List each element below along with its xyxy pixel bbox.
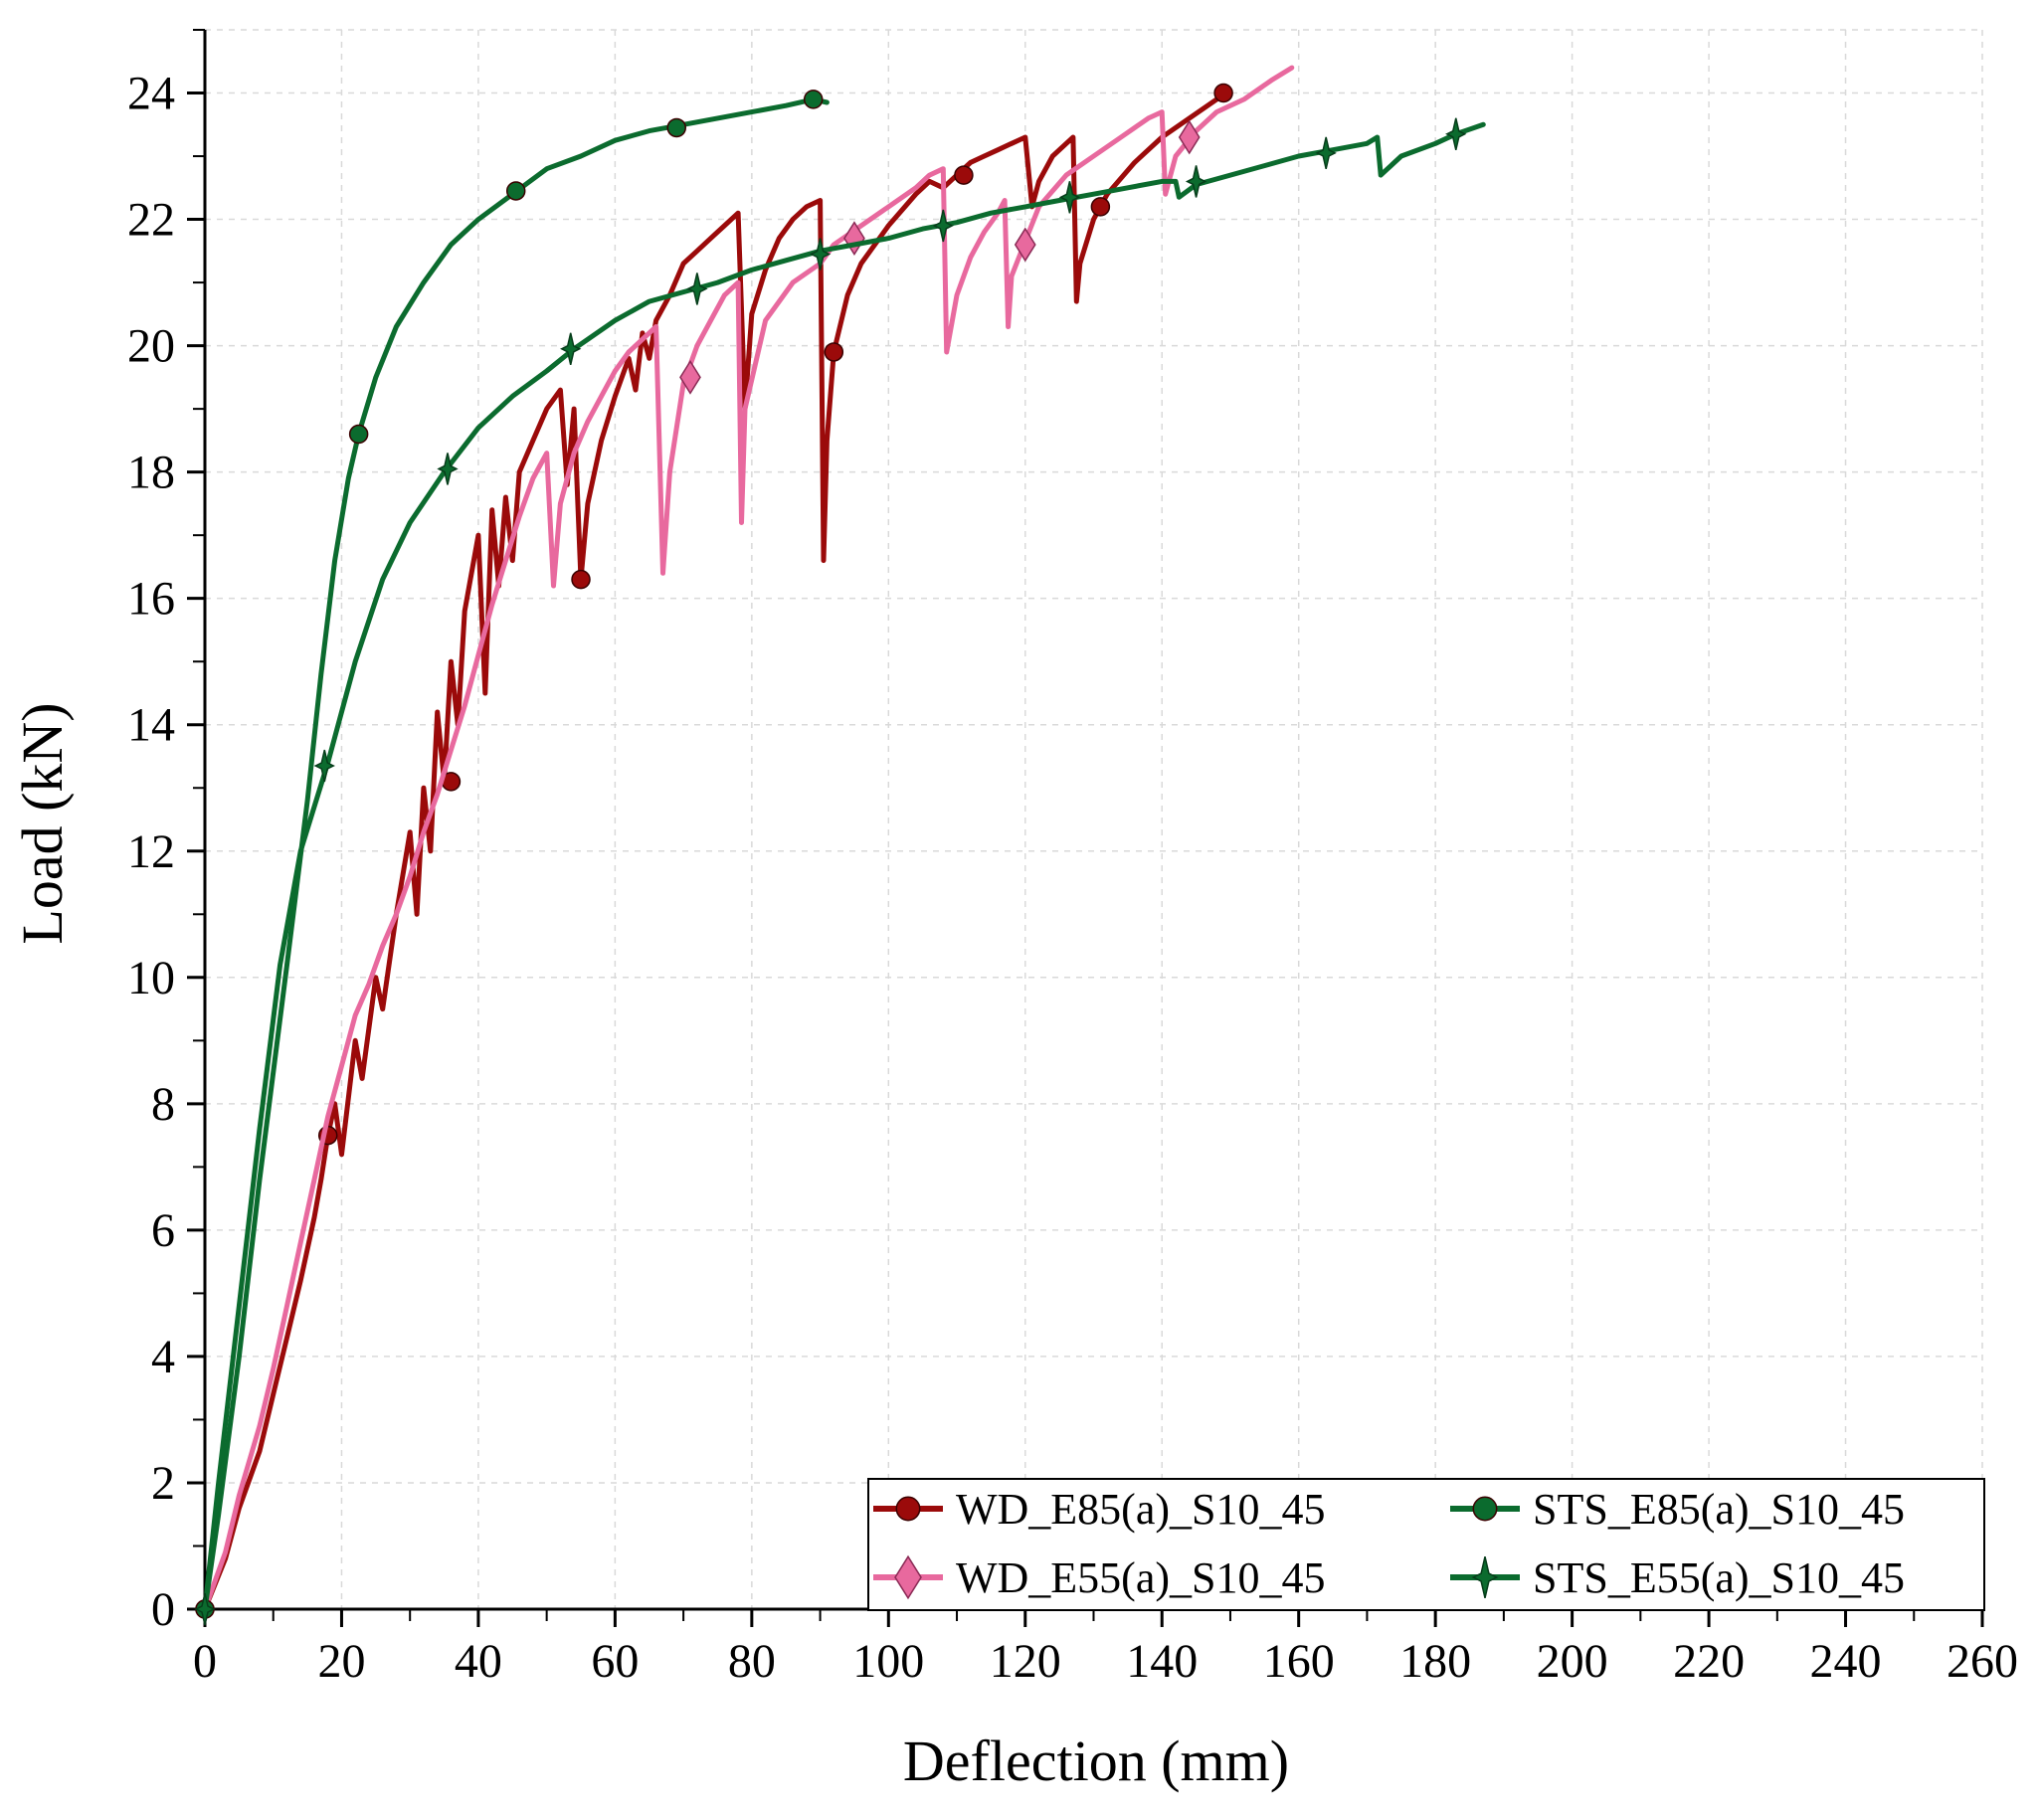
circle-marker bbox=[1213, 83, 1233, 103]
y-tick-label: 4 bbox=[151, 1331, 175, 1383]
circle-marker bbox=[954, 165, 974, 185]
axis-labels: Deflection (mm) Load (kN) bbox=[10, 702, 1289, 1793]
x-tick-label: 0 bbox=[193, 1635, 217, 1688]
x-tick-label: 20 bbox=[317, 1635, 365, 1688]
y-tick-label: 6 bbox=[151, 1204, 175, 1257]
x-tick-label: 80 bbox=[728, 1635, 776, 1688]
circle-marker bbox=[803, 90, 824, 109]
star-marker bbox=[1315, 136, 1337, 170]
series-line bbox=[202, 121, 1486, 1612]
legend: WD_E85(a)_S10_45 WD_E55(a)_S10_45 STS_E85(… bbox=[867, 1478, 1985, 1611]
star-marker bbox=[1445, 117, 1467, 150]
y-tick-label: 10 bbox=[127, 952, 175, 1004]
x-tick-label: 40 bbox=[455, 1635, 502, 1688]
star-marker bbox=[932, 209, 954, 243]
x-tick-label: 260 bbox=[1946, 1635, 2018, 1688]
x-tick-label: 160 bbox=[1263, 1635, 1335, 1688]
x-tick-label: 120 bbox=[990, 1635, 1061, 1688]
legend-box bbox=[867, 1478, 1985, 1611]
x-tick-label: 240 bbox=[1810, 1635, 1882, 1688]
y-tick-label: 2 bbox=[151, 1457, 175, 1510]
x-tick-label: 200 bbox=[1537, 1635, 1608, 1688]
y-tick-label: 22 bbox=[127, 194, 175, 247]
circle-marker bbox=[824, 342, 844, 362]
legend-entry-0: WD_E85(a)_S10_45 bbox=[873, 1485, 1326, 1534]
legend-label: STS_E55(a)_S10_45 bbox=[1533, 1553, 1905, 1602]
y-tick-label: 18 bbox=[127, 447, 175, 499]
y-tick-label: 0 bbox=[151, 1583, 175, 1636]
y-tick-label: 16 bbox=[127, 573, 175, 626]
x-tick-label: 100 bbox=[852, 1635, 924, 1688]
x-tick-label: 180 bbox=[1399, 1635, 1471, 1688]
series-group bbox=[194, 65, 1486, 1626]
circle-marker bbox=[348, 424, 369, 445]
star-marker bbox=[437, 453, 459, 485]
y-tick-label: 12 bbox=[127, 825, 175, 878]
series-line bbox=[202, 91, 1233, 1612]
y-tick-label: 20 bbox=[127, 320, 175, 373]
y-tick-label: 14 bbox=[127, 699, 175, 752]
diamond-marker bbox=[1014, 227, 1036, 263]
circle-marker bbox=[505, 181, 526, 201]
diamond-marker bbox=[1178, 119, 1201, 155]
star-marker bbox=[313, 749, 335, 783]
axes: 0 20 40 60 80 100 120 140 160 180 200 220 240 2600246… bbox=[127, 29, 2018, 1688]
star-marker bbox=[560, 332, 582, 365]
star-marker bbox=[809, 238, 832, 271]
circle-marker bbox=[666, 117, 686, 138]
x-tick-label: 60 bbox=[591, 1635, 639, 1688]
legend-label: WD_E85(a)_S10_45 bbox=[956, 1485, 1326, 1534]
y-tick-label: 8 bbox=[151, 1078, 175, 1131]
series-1 bbox=[202, 65, 1295, 1612]
legend-entry-2: STS_E85(a)_S10_45 bbox=[1450, 1485, 1905, 1534]
circle-marker bbox=[1090, 197, 1111, 217]
grid bbox=[205, 29, 1983, 1609]
series-line bbox=[202, 96, 830, 1612]
legend-label: STS_E85(a)_S10_45 bbox=[1533, 1485, 1905, 1534]
circle-marker bbox=[895, 1496, 921, 1522]
series-line bbox=[202, 65, 1295, 1612]
x-tick-label: 140 bbox=[1126, 1635, 1198, 1688]
star-marker bbox=[1058, 181, 1081, 214]
series-3 bbox=[194, 117, 1486, 1626]
legend-label: WD_E55(a)_S10_45 bbox=[956, 1553, 1326, 1602]
legend-entry-1: WD_E55(a)_S10_45 bbox=[873, 1553, 1326, 1602]
diamond-marker bbox=[679, 359, 701, 395]
circle-marker bbox=[1472, 1496, 1498, 1522]
x-tick-label: 220 bbox=[1673, 1635, 1745, 1688]
x-axis-title: Deflection (mm) bbox=[903, 1729, 1289, 1793]
y-axis-title: Load (kN) bbox=[10, 702, 75, 944]
star-marker bbox=[194, 1592, 216, 1626]
star-marker bbox=[686, 273, 708, 305]
star-marker bbox=[1185, 165, 1207, 198]
series-0 bbox=[195, 83, 1233, 1619]
circle-marker bbox=[571, 569, 591, 590]
series-2 bbox=[195, 90, 830, 1619]
diamond-marker bbox=[894, 1554, 922, 1600]
star-marker bbox=[1471, 1556, 1499, 1598]
y-tick-label: 24 bbox=[127, 68, 175, 120]
legend-entry-3: STS_E55(a)_S10_45 bbox=[1450, 1553, 1905, 1602]
